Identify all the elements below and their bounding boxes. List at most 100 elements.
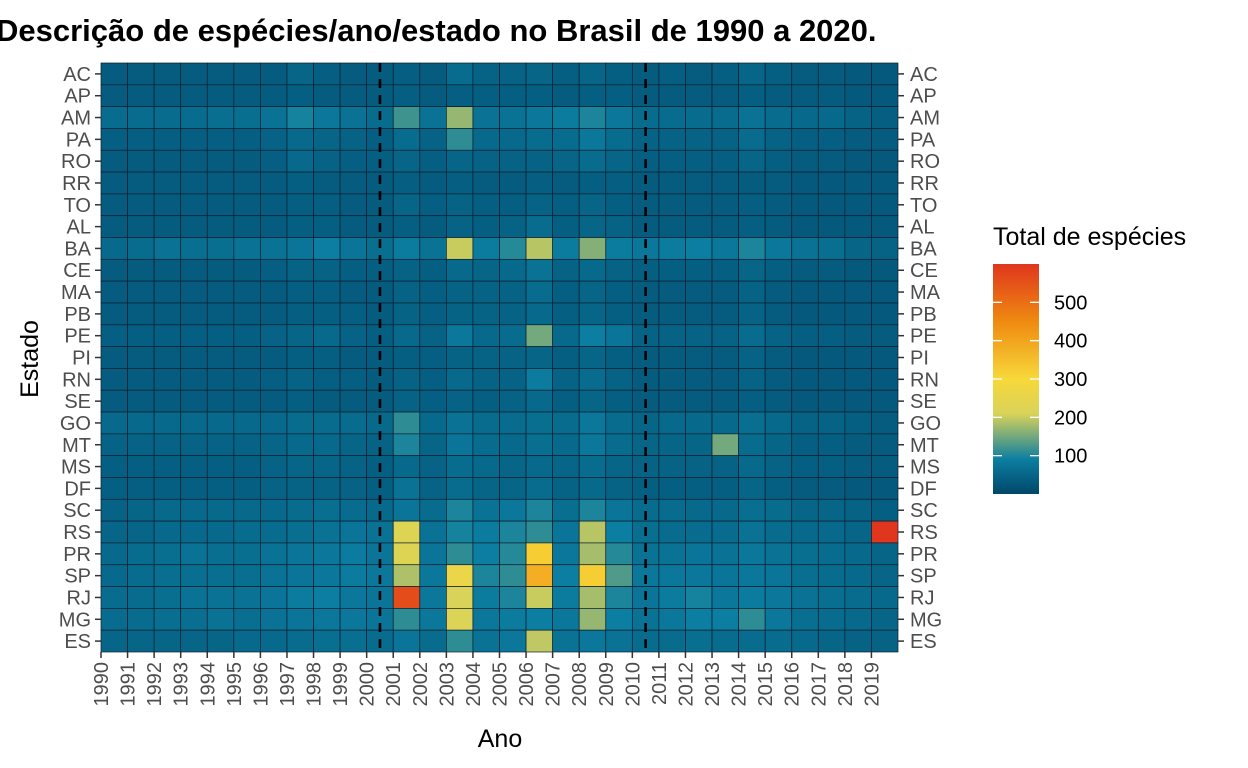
heatmap-cell bbox=[764, 368, 793, 391]
heatmap-cell bbox=[206, 411, 235, 435]
heatmap-cell bbox=[844, 237, 872, 260]
heatmap-cell bbox=[100, 237, 128, 260]
heatmap-cell bbox=[578, 433, 607, 457]
heatmap-cell bbox=[206, 62, 235, 86]
heatmap-cell bbox=[472, 237, 500, 260]
heatmap-cell bbox=[339, 215, 368, 238]
heatmap-cell bbox=[206, 542, 235, 566]
heatmap-cell bbox=[127, 215, 155, 238]
heatmap-cell bbox=[446, 149, 474, 173]
heatmap-cell bbox=[791, 215, 819, 238]
heatmap-cell bbox=[605, 564, 633, 587]
heatmap-cell bbox=[392, 433, 421, 457]
heatmap-cell bbox=[392, 237, 421, 260]
heatmap-cell bbox=[286, 586, 314, 609]
heatmap-cell bbox=[871, 586, 899, 609]
heatmap-cell bbox=[525, 302, 553, 326]
heatmap-cell bbox=[286, 564, 314, 587]
heatmap-cell bbox=[206, 368, 235, 391]
heatmap-cell bbox=[844, 411, 872, 435]
heatmap-cell bbox=[233, 149, 261, 173]
heatmap-cell bbox=[844, 542, 872, 566]
heatmap-cell bbox=[791, 477, 819, 500]
heatmap-cell bbox=[100, 608, 128, 631]
heatmap-cell bbox=[578, 171, 607, 195]
heatmap-cell bbox=[286, 477, 314, 500]
heatmap-cell bbox=[180, 498, 208, 522]
heatmap-cell bbox=[100, 62, 128, 86]
heatmap-cell bbox=[392, 389, 421, 413]
heatmap-cell bbox=[286, 302, 314, 326]
heatmap-cell bbox=[206, 237, 235, 260]
y-tick-label: MT bbox=[62, 435, 91, 457]
heatmap-cell bbox=[871, 149, 899, 173]
heatmap-cell bbox=[339, 389, 368, 413]
x-tick-label: 2015 bbox=[755, 662, 777, 707]
heatmap-cell bbox=[844, 215, 872, 238]
heatmap-cell bbox=[499, 564, 527, 587]
heatmap-cell bbox=[658, 302, 686, 326]
heatmap-cell bbox=[499, 280, 527, 304]
heatmap-cell bbox=[313, 542, 341, 566]
y-tick-label: CE bbox=[910, 260, 938, 282]
heatmap-cell bbox=[578, 237, 607, 260]
heatmap-cell bbox=[499, 84, 527, 107]
heatmap-cell bbox=[446, 237, 474, 260]
heatmap-cell bbox=[153, 520, 182, 544]
heatmap-cell bbox=[180, 586, 208, 609]
heatmap-cell bbox=[446, 564, 474, 587]
heatmap-cell bbox=[738, 258, 766, 282]
heatmap-cell bbox=[100, 215, 128, 238]
heatmap-cell bbox=[127, 237, 155, 260]
heatmap-cell bbox=[711, 237, 739, 260]
heatmap-cell bbox=[817, 149, 846, 173]
heatmap-cell bbox=[446, 629, 474, 653]
heatmap-cell bbox=[286, 128, 314, 151]
heatmap-cell bbox=[844, 608, 872, 631]
heatmap-cell bbox=[127, 171, 155, 195]
heatmap-cell bbox=[313, 389, 341, 413]
heatmap-cell bbox=[578, 193, 607, 217]
heatmap-cell bbox=[499, 608, 527, 631]
heatmap-cell bbox=[871, 411, 899, 435]
heatmap-cell bbox=[153, 346, 182, 369]
heatmap-cell bbox=[206, 498, 235, 522]
heatmap-cell bbox=[472, 564, 500, 587]
heatmap-cell bbox=[711, 62, 739, 86]
heatmap-cell bbox=[817, 302, 846, 326]
heatmap-cell bbox=[605, 411, 633, 435]
heatmap-cell bbox=[605, 84, 633, 107]
heatmap-cell bbox=[764, 346, 793, 369]
heatmap-cell bbox=[472, 171, 500, 195]
heatmap-cell bbox=[180, 520, 208, 544]
heatmap-cell bbox=[100, 84, 128, 107]
heatmap-cell bbox=[260, 498, 288, 522]
heatmap-cell bbox=[578, 564, 607, 587]
heatmap-cell bbox=[738, 498, 766, 522]
heatmap-cell bbox=[658, 171, 686, 195]
heatmap-cell bbox=[260, 106, 288, 129]
heatmap-cell bbox=[127, 564, 155, 587]
x-tick-label: 2002 bbox=[410, 662, 432, 707]
heatmap-cell bbox=[419, 84, 447, 107]
y-tick-label: ES bbox=[910, 631, 937, 653]
heatmap-cell bbox=[525, 629, 553, 653]
heatmap-cell bbox=[871, 433, 899, 457]
heatmap-cell bbox=[791, 149, 819, 173]
color-legend: Total de espécies 100 200 300 400 500 bbox=[993, 223, 1186, 494]
heatmap-cell bbox=[233, 586, 261, 609]
heatmap-cell bbox=[871, 215, 899, 238]
heatmap-cell bbox=[180, 477, 208, 500]
heatmap-cell bbox=[552, 455, 580, 478]
heatmap-cell bbox=[260, 258, 288, 282]
heatmap-cell bbox=[313, 128, 341, 151]
heatmap-cell bbox=[525, 520, 553, 544]
y-tick-label: SE bbox=[910, 391, 937, 413]
heatmap-cell bbox=[844, 520, 872, 544]
heatmap-cell bbox=[419, 258, 447, 282]
heatmap-cell bbox=[711, 193, 739, 217]
heatmap-cell bbox=[260, 171, 288, 195]
heatmap-cell bbox=[392, 498, 421, 522]
heatmap-cell bbox=[658, 629, 686, 653]
heatmap-cell bbox=[658, 149, 686, 173]
